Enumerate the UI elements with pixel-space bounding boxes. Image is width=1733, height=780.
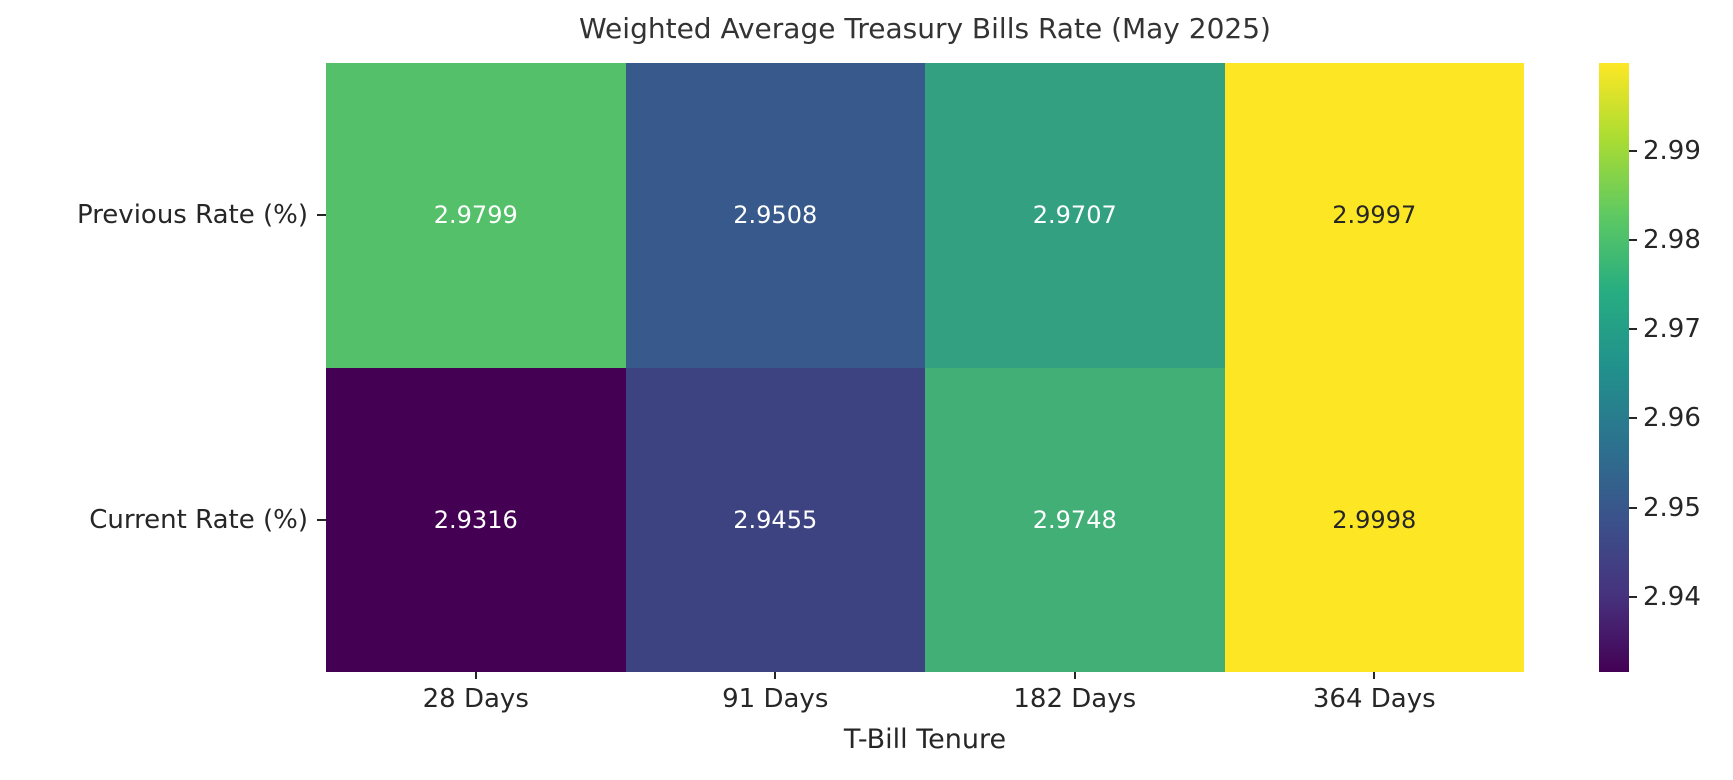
x-tick-label: 91 Days [722,684,829,714]
colorbar-tick-label: 2.97 [1643,314,1701,345]
cell-value: 2.9316 [433,505,518,534]
colorbar-tick-mark [1629,149,1637,152]
y-tick-mark [317,214,326,217]
heatmap-cell: 2.9748 [925,367,1225,672]
x-tick-mark [1373,672,1376,679]
x-tick-label: 28 Days [422,684,529,714]
cell-value: 2.9707 [1032,201,1117,230]
x-tick-mark [1073,672,1076,679]
colorbar-tick-mark [1629,417,1637,420]
x-tick-mark [474,672,477,679]
colorbar [1599,63,1629,672]
heatmap-cell: 2.9455 [625,367,925,672]
cell-value: 2.9508 [733,201,818,230]
colorbar-tick-mark [1629,328,1637,331]
colorbar-tick-label: 2.99 [1643,135,1701,166]
colorbar-tick-label: 2.98 [1643,224,1701,255]
colorbar-tick-mark [1629,595,1637,598]
x-tick-label: 364 Days [1312,684,1436,714]
y-tick-mark [317,518,326,521]
colorbar-tick-label: 2.96 [1643,403,1701,434]
heatmap-cell: 2.9799 [326,63,626,368]
colorbar-tick-label: 2.94 [1643,581,1701,612]
colorbar-tick-mark [1629,506,1637,509]
cell-value: 2.9799 [433,201,518,230]
heatmap-cell: 2.9998 [1224,367,1524,672]
chart-title: Weighted Average Treasury Bills Rate (Ma… [579,12,1271,45]
x-tick-label: 182 Days [1013,684,1137,714]
y-tick-label: Current Rate (%) [89,504,308,535]
heatmap-cell: 2.9508 [625,63,925,368]
heatmap-grid: 2.9799 2.9508 2.9707 2.9997 2.9316 2.9455 2.97… [326,63,1524,672]
x-tick-mark [774,672,777,679]
cell-value: 2.9997 [1332,201,1417,230]
y-tick-label: Previous Rate (%) [76,200,308,231]
cell-value: 2.9748 [1032,505,1117,534]
x-axis-title: T-Bill Tenure [843,724,1007,755]
heatmap-cell: 2.9316 [326,367,626,672]
cell-value: 2.9998 [1332,505,1417,534]
heatmap-cell: 2.9997 [1224,63,1524,368]
colorbar-tick-label: 2.95 [1643,492,1701,523]
heatmap-cell: 2.9707 [925,63,1225,368]
cell-value: 2.9455 [733,505,818,534]
colorbar-tick-mark [1629,238,1637,241]
